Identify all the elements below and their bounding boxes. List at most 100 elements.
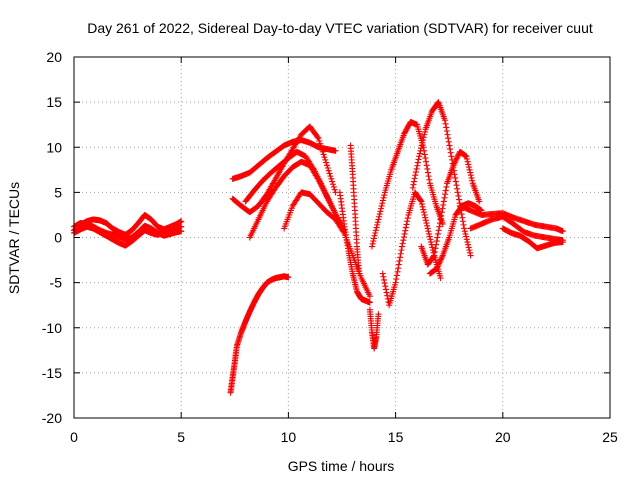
data-point	[442, 187, 449, 194]
data-point	[400, 234, 407, 241]
data-point	[378, 202, 385, 209]
data-point	[372, 227, 379, 234]
data-point	[422, 217, 429, 224]
data-point	[430, 253, 437, 260]
data-point	[559, 228, 566, 235]
data-point	[426, 233, 433, 240]
data-point	[370, 235, 377, 242]
data-point	[317, 143, 324, 150]
data-point	[393, 276, 400, 283]
y-tick-label: 20	[46, 49, 62, 65]
data-point	[412, 172, 419, 179]
data-point	[437, 256, 444, 263]
data-point	[423, 220, 430, 227]
data-point	[324, 165, 331, 172]
data-point	[435, 227, 442, 234]
data-point	[418, 145, 425, 152]
data-point	[443, 183, 450, 190]
data-point	[410, 181, 417, 188]
data-point	[381, 192, 388, 199]
data-point	[331, 186, 338, 193]
data-point	[382, 283, 389, 290]
data-point	[424, 169, 431, 176]
data-point	[424, 225, 431, 232]
x-tick-label: 10	[281, 429, 297, 445]
data-point	[434, 263, 441, 270]
series-surge-2	[418, 148, 483, 268]
data-point	[404, 215, 411, 222]
data-point	[418, 142, 425, 149]
data-point	[461, 225, 468, 232]
data-point	[375, 311, 382, 318]
data-point	[436, 220, 443, 227]
data-point	[417, 147, 424, 154]
data-point	[414, 159, 421, 166]
data-point	[397, 254, 404, 261]
data-point	[453, 182, 460, 189]
data-point	[441, 194, 448, 201]
data-point	[398, 247, 405, 254]
data-point	[469, 177, 476, 184]
data-point	[461, 228, 468, 235]
data-point	[437, 275, 444, 282]
series-spike-1	[347, 142, 363, 277]
data-point	[325, 167, 332, 174]
data-point	[422, 214, 429, 221]
data-point	[438, 212, 445, 219]
data-point	[465, 161, 472, 168]
data-point	[323, 159, 330, 166]
data-point	[314, 134, 321, 141]
data-points	[71, 99, 566, 396]
x-tick-label: 25	[602, 429, 618, 445]
data-point	[317, 140, 324, 147]
series-tail-3	[499, 225, 566, 252]
y-tick-label: 0	[54, 230, 62, 246]
data-point	[420, 209, 427, 216]
data-point	[316, 137, 323, 144]
data-point	[440, 202, 447, 209]
data-point	[464, 158, 471, 165]
data-point	[465, 244, 472, 251]
data-point	[433, 238, 440, 245]
data-point	[376, 211, 383, 218]
x-tick-label: 15	[388, 429, 404, 445]
data-point	[369, 243, 376, 250]
data-point	[451, 160, 458, 167]
data-point	[440, 198, 447, 205]
data-point	[432, 245, 439, 252]
data-point	[433, 266, 440, 273]
data-point	[319, 148, 326, 155]
data-point	[320, 151, 327, 158]
data-point	[445, 138, 452, 145]
data-point	[411, 178, 418, 185]
data-point	[399, 243, 406, 250]
data-point	[460, 221, 467, 228]
data-point	[399, 240, 406, 247]
series-dip-1	[366, 306, 382, 352]
data-point	[466, 247, 473, 254]
series-rebound-2	[379, 189, 444, 309]
data-point	[329, 181, 336, 188]
data-point	[435, 260, 442, 267]
data-point	[443, 124, 450, 131]
axis-ticks: 0 5 10 15 20 25 -20 -15 -10 -5 0 5 10 15 20	[42, 49, 618, 445]
data-point	[424, 165, 431, 172]
data-point	[323, 162, 330, 169]
data-point	[467, 252, 474, 259]
data-point	[414, 162, 421, 169]
data-point	[454, 154, 461, 161]
data-point	[452, 158, 459, 165]
data-point	[418, 201, 425, 208]
y-tick-label: 15	[46, 94, 62, 110]
data-point	[435, 262, 442, 269]
data-point	[379, 200, 386, 207]
data-point	[380, 273, 387, 280]
data-point	[467, 172, 474, 179]
series-arc-5	[281, 189, 373, 300]
data-point	[422, 155, 429, 162]
data-point	[459, 218, 466, 225]
data-point	[382, 286, 389, 293]
data-point	[356, 270, 363, 277]
data-point	[454, 185, 461, 192]
